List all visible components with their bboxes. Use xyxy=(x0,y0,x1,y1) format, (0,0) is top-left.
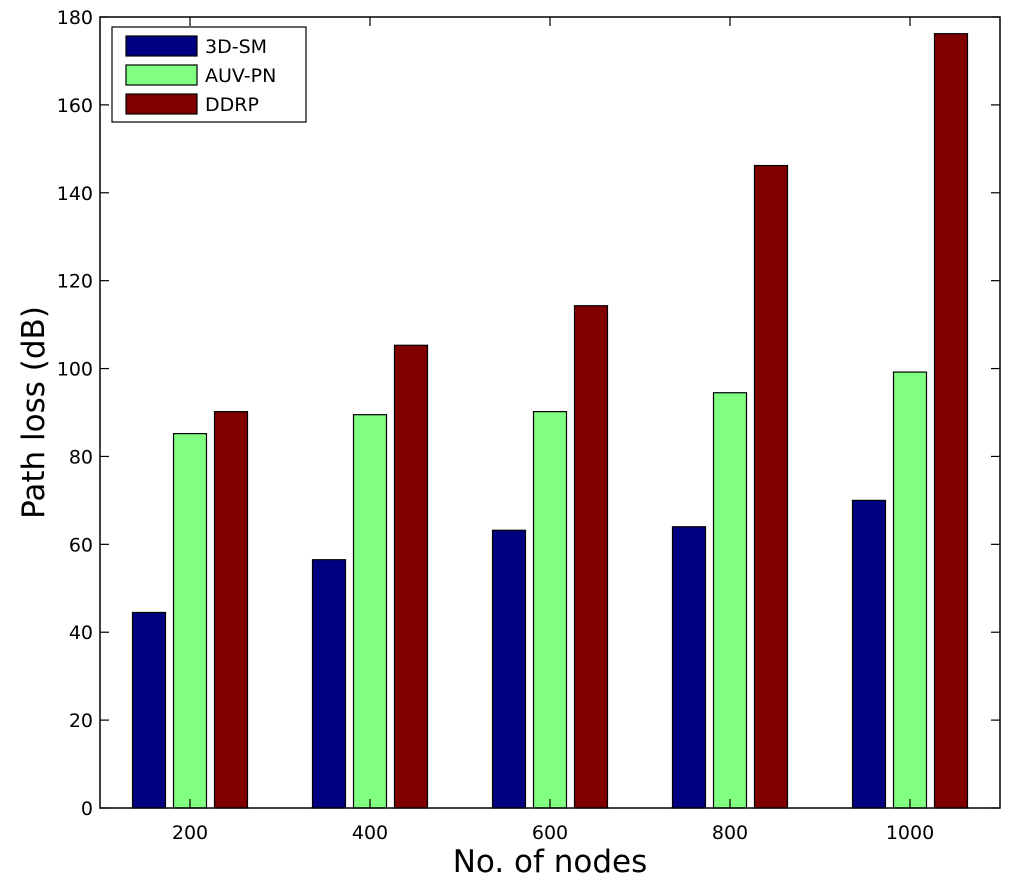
y-tick-label: 100 xyxy=(57,359,93,381)
bar-3d-sm-600 xyxy=(491,529,527,809)
legend: 3D-SM AUV-PN DDRP xyxy=(111,26,307,123)
y-axis-title: Path loss (dB) xyxy=(16,306,52,519)
y-tick-label: 60 xyxy=(69,534,93,556)
bar-3d-sm-800 xyxy=(671,526,707,809)
x-axis-title: No. of nodes xyxy=(453,844,648,880)
legend-label-ddrp: DDRP xyxy=(205,94,259,116)
bar-ddrp-1000 xyxy=(933,33,969,809)
legend-label-auv-pn: AUV-PN xyxy=(205,65,276,87)
x-tick-label: 800 xyxy=(712,822,748,844)
y-tick-label: 140 xyxy=(57,183,93,205)
x-tick-label: 400 xyxy=(352,822,388,844)
y-tick-label: 20 xyxy=(69,710,93,732)
y-tick-label: 0 xyxy=(81,798,93,820)
y-tick-label: 40 xyxy=(69,622,93,644)
tick-labels: 200 400 600 800 1000 0 20 40 60 80 100 120 140 160 180 xyxy=(57,7,934,844)
bars xyxy=(131,33,969,809)
bar-auv-pn-800 xyxy=(712,392,748,809)
x-tick-label: 1000 xyxy=(886,822,934,844)
bar-auv-pn-1000 xyxy=(892,371,928,809)
bar-auv-pn-200 xyxy=(172,432,208,809)
bar-auv-pn-400 xyxy=(352,414,388,809)
legend-swatch-ddrp xyxy=(125,93,198,115)
bar-ddrp-400 xyxy=(393,344,429,809)
x-tick-label: 200 xyxy=(172,822,208,844)
bar-ddrp-200 xyxy=(213,411,249,809)
bar-3d-sm-200 xyxy=(131,611,167,809)
bar-ddrp-600 xyxy=(573,305,609,809)
legend-swatch-auv-pn xyxy=(125,64,198,86)
bar-auv-pn-600 xyxy=(532,411,568,809)
bar-ddrp-800 xyxy=(753,164,789,809)
legend-swatch-3d-sm xyxy=(125,35,198,57)
x-tick-label: 600 xyxy=(532,822,568,844)
y-tick-label: 180 xyxy=(57,7,93,29)
y-tick-label: 120 xyxy=(57,271,93,293)
y-tick-label: 160 xyxy=(57,95,93,117)
bar-3d-sm-1000 xyxy=(851,499,887,809)
bar-3d-sm-400 xyxy=(311,559,347,809)
legend-label-3d-sm: 3D-SM xyxy=(205,36,267,58)
y-tick-label: 80 xyxy=(69,446,93,468)
axis-ticks xyxy=(100,16,1000,809)
